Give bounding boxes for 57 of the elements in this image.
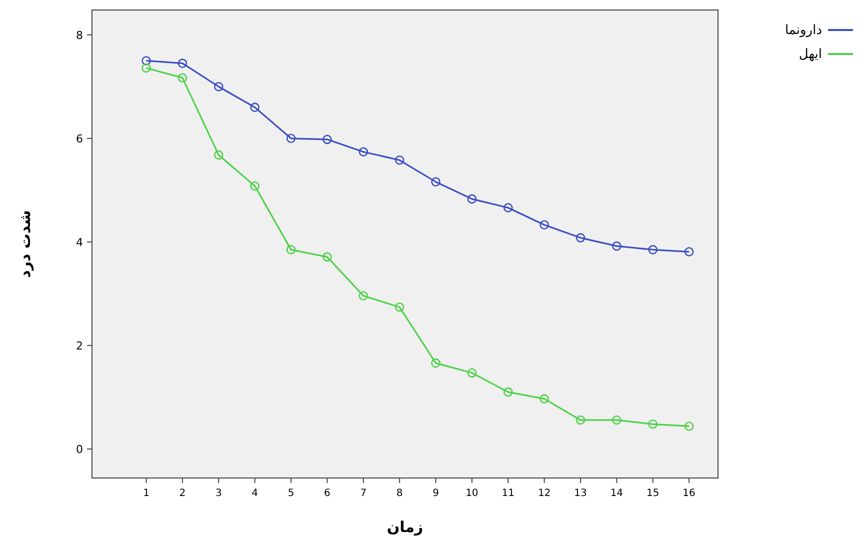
point [684, 422, 694, 431]
x-tick-label: 4 [252, 488, 258, 499]
point [394, 155, 404, 165]
point [250, 181, 260, 191]
x-tick-label: 16 [682, 488, 696, 499]
x-tick-label: 13 [574, 488, 587, 499]
point [576, 233, 586, 242]
point [358, 291, 368, 300]
point [540, 220, 549, 230]
point [576, 415, 586, 425]
point [142, 56, 151, 66]
point [467, 368, 477, 378]
point [503, 203, 513, 212]
point [503, 387, 513, 397]
point [286, 134, 296, 144]
point [214, 150, 224, 160]
point [431, 358, 440, 368]
point [358, 147, 368, 156]
x-tick-label: 2 [179, 488, 186, 499]
y-tick-label: 2 [76, 339, 83, 352]
y-axis-title: شدت درد [16, 210, 34, 278]
legend-label: دارونما [784, 23, 822, 38]
x-tick-label: 3 [215, 488, 222, 499]
point [322, 252, 332, 262]
legend-label: ایهل [798, 47, 822, 62]
point [214, 82, 224, 92]
x-tick-label: 14 [610, 488, 624, 499]
x-tick-label: 12 [538, 488, 551, 499]
y-tick-label: 8 [76, 28, 83, 42]
point [684, 247, 694, 256]
point [612, 241, 622, 251]
point [250, 102, 260, 112]
point [648, 245, 658, 254]
x-tick-label: 1 [143, 488, 150, 499]
point [178, 58, 188, 68]
point [394, 302, 404, 312]
x-tick-label: 7 [360, 488, 367, 499]
point [540, 394, 549, 404]
point [142, 63, 151, 73]
point [286, 245, 296, 254]
x-tick-label: 6 [324, 488, 330, 499]
x-tick-label: 8 [396, 488, 403, 499]
point [467, 194, 477, 204]
x-tick-label: 9 [432, 488, 439, 499]
x-tick-label: 11 [502, 488, 514, 499]
x-tick-label: 10 [466, 488, 478, 499]
point [612, 415, 622, 425]
y-tick-label: 0 [76, 443, 83, 456]
x-tick-label: 15 [646, 488, 660, 499]
point [322, 134, 332, 144]
x-tick-label: 5 [288, 488, 294, 499]
point [648, 420, 658, 429]
y-tick-label: 6 [76, 132, 83, 146]
y-tick-label: 4 [76, 236, 83, 249]
point [178, 73, 188, 82]
x-axis-title: زمان [386, 518, 424, 536]
point [431, 177, 440, 187]
